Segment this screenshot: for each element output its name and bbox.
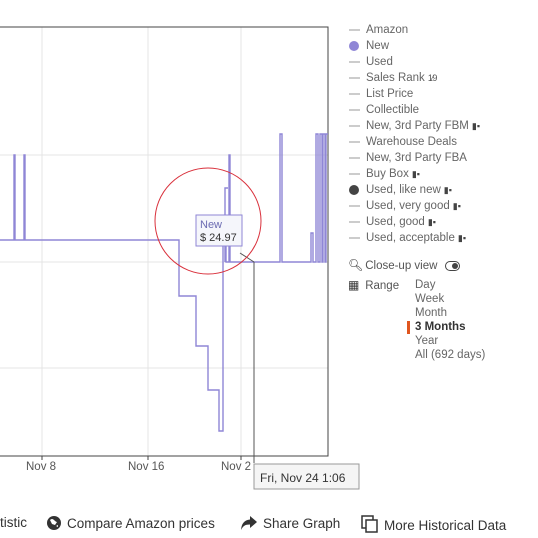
legend-item-label: Amazon xyxy=(366,24,409,36)
legend-item[interactable]: Amazon xyxy=(348,22,480,38)
highlight-circle xyxy=(154,167,262,275)
legend-item-label: Used, acceptable xyxy=(366,232,455,244)
legend-item-label: Buy Box xyxy=(366,168,409,180)
legend-item[interactable]: Used xyxy=(348,54,480,70)
legend-dot-icon xyxy=(349,185,359,195)
search-icon: 🔍︎ xyxy=(348,258,364,272)
series-line-new xyxy=(0,133,328,432)
legend-line-icon xyxy=(349,173,360,175)
range-label-row: ▦ Range xyxy=(348,278,399,292)
plot-area-border xyxy=(0,26,329,457)
range-option-month[interactable]: Month xyxy=(415,307,447,319)
globe-icon xyxy=(47,516,61,530)
range-option-year[interactable]: Year xyxy=(415,335,439,347)
x-tick-label: Nov 2 xyxy=(221,461,251,473)
x-tick-label: Nov 16 xyxy=(128,461,164,473)
share-label: Share Graph xyxy=(263,516,341,531)
legend-item[interactable]: Buy Box ▮▪ xyxy=(348,166,480,182)
price-chart[interactable]: Nov 8 Nov 16 Nov 2 New $ 24.97 Fri, Nov … xyxy=(0,0,538,500)
legend-item[interactable]: Warehouse Deals xyxy=(348,134,480,150)
legend-line-icon xyxy=(349,141,360,143)
x-tick-label: Nov 8 xyxy=(26,461,56,473)
range-options: Day Week Month 3 Months Year All (692 da… xyxy=(406,278,486,362)
legend-item[interactable]: Collectible xyxy=(348,102,480,118)
range-option-day[interactable]: Day xyxy=(415,279,436,291)
legend-item[interactable]: New xyxy=(348,38,480,54)
legend-item[interactable]: List Price xyxy=(348,86,480,102)
price-tooltip: New $ 24.97 xyxy=(195,214,243,247)
legend-item[interactable]: Used, good ▮▪ xyxy=(348,214,480,230)
legend-item[interactable]: Used, very good ▮▪ xyxy=(348,198,480,214)
legend-item-label: Used, like new xyxy=(366,184,441,196)
share-icon xyxy=(241,516,257,530)
legend-item[interactable]: Used, like new ▮▪ xyxy=(348,182,480,198)
truck-icon: ▮▪ xyxy=(452,201,461,211)
legend-line-icon xyxy=(349,61,360,63)
legend-item-label: New xyxy=(366,40,390,52)
legend-line-icon xyxy=(349,205,360,207)
range-option-3-months[interactable]: 3 Months xyxy=(406,320,485,334)
truck-icon: ▮▪ xyxy=(457,233,467,243)
chart-grid xyxy=(0,27,328,456)
legend-item[interactable]: Sales Rank 1⁄9 xyxy=(348,70,480,86)
legend-item[interactable]: New, 3rd Party FBM ▮▪ xyxy=(348,118,480,134)
compare-prices-link[interactable]: Compare Amazon prices xyxy=(46,515,215,531)
truck-icon: ▮▪ xyxy=(443,185,452,195)
legend-item-label: Used xyxy=(366,56,393,68)
chart-legend: Amazon New Used Sales Rank 1⁄9 List Price Coll… xyxy=(348,22,480,246)
calendar-icon: ▦ xyxy=(348,278,360,292)
truck-icon: ▮▪ xyxy=(427,217,436,227)
legend-item-label: Sales Rank xyxy=(366,72,425,84)
statistic-link[interactable]: tistic xyxy=(0,515,27,530)
legend-line-icon xyxy=(349,93,360,95)
crosshair-date-tooltip: Fri, Nov 24 1:06 xyxy=(253,463,360,490)
legend-dot-icon xyxy=(349,41,359,51)
toggle-switch[interactable] xyxy=(444,260,460,271)
legend-item-label: Collectible xyxy=(366,104,420,116)
closeup-label: Close-up view xyxy=(365,260,438,272)
range-label: Range xyxy=(365,280,400,292)
legend-item[interactable]: Used, acceptable ▮▪ xyxy=(348,230,480,246)
compare-label: Compare Amazon prices xyxy=(67,516,215,531)
truck-icon: ▮▪ xyxy=(411,169,420,179)
legend-line-icon xyxy=(349,237,360,239)
legend-line-icon xyxy=(349,125,360,127)
legend-line-icon xyxy=(349,29,360,31)
legend-item-label: Used, good xyxy=(366,216,425,228)
crosshair-date-label: Fri, Nov 24 1:06 xyxy=(260,471,346,485)
sort-icon: 1⁄9 xyxy=(427,73,437,83)
tooltip-series-label: New xyxy=(200,219,222,231)
share-graph-link[interactable]: Share Graph xyxy=(240,515,340,531)
legend-item-label: List Price xyxy=(366,88,414,100)
historical-data-link[interactable]: More Historical Data xyxy=(361,515,506,533)
legend-item-label: Warehouse Deals xyxy=(366,136,457,148)
range-option-all[interactable]: All (692 days) xyxy=(415,349,486,361)
legend-item[interactable]: New, 3rd Party FBA xyxy=(348,150,480,166)
legend-line-icon xyxy=(349,157,360,159)
copy-icon xyxy=(361,515,378,533)
legend-line-icon xyxy=(349,77,360,79)
legend-line-icon xyxy=(349,109,360,111)
history-label: More Historical Data xyxy=(384,518,507,533)
legend-item-label: New, 3rd Party FBA xyxy=(366,152,467,164)
legend-item-label: Used, very good xyxy=(366,200,450,212)
legend-line-icon xyxy=(349,221,360,223)
closeup-view-toggle[interactable]: 🔍︎ Close-up view xyxy=(348,258,460,272)
range-option-week[interactable]: Week xyxy=(415,293,445,305)
legend-item-label: New, 3rd Party FBM xyxy=(366,120,469,132)
statistic-label: tistic xyxy=(0,515,27,530)
footer-actions: tistic Compare Amazon prices Share Graph… xyxy=(0,515,538,537)
tooltip-price: $ 24.97 xyxy=(200,232,237,244)
truck-icon: ▮▪ xyxy=(471,121,481,131)
